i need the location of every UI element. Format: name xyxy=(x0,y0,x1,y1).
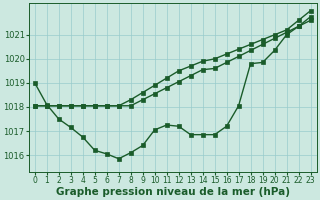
X-axis label: Graphe pression niveau de la mer (hPa): Graphe pression niveau de la mer (hPa) xyxy=(56,187,290,197)
